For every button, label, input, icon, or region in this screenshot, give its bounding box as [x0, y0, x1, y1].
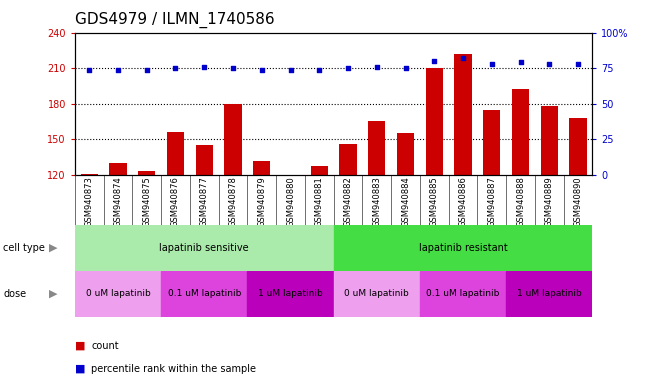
Bar — [75, 225, 333, 271]
Text: 0 uM lapatinib: 0 uM lapatinib — [86, 289, 150, 298]
Text: GSM940881: GSM940881 — [315, 176, 324, 227]
Text: GSM940883: GSM940883 — [372, 176, 381, 227]
Point — [199, 64, 210, 70]
Bar — [109, 163, 126, 175]
Text: GSM940885: GSM940885 — [430, 176, 439, 227]
Point — [372, 64, 382, 70]
Bar — [167, 132, 184, 175]
Bar — [454, 54, 471, 175]
Text: count: count — [91, 341, 118, 351]
Bar — [570, 118, 587, 175]
Point — [228, 65, 238, 71]
Bar — [138, 171, 156, 175]
Text: percentile rank within the sample: percentile rank within the sample — [91, 364, 256, 374]
Text: GDS4979 / ILMN_1740586: GDS4979 / ILMN_1740586 — [75, 12, 275, 28]
Bar — [195, 145, 213, 175]
Text: GSM940874: GSM940874 — [113, 176, 122, 227]
Text: GSM940882: GSM940882 — [344, 176, 352, 227]
Bar — [253, 161, 270, 175]
Bar — [512, 89, 529, 175]
Text: 0.1 uM lapatinib: 0.1 uM lapatinib — [167, 289, 241, 298]
Bar — [311, 166, 328, 175]
Text: ■: ■ — [75, 364, 89, 374]
Text: lapatinib sensitive: lapatinib sensitive — [159, 243, 249, 253]
Text: dose: dose — [3, 289, 27, 299]
Text: GSM940880: GSM940880 — [286, 176, 295, 227]
Bar — [506, 271, 592, 317]
Text: GSM940890: GSM940890 — [574, 176, 583, 227]
Bar — [225, 104, 242, 175]
Point — [113, 66, 123, 73]
Point — [400, 65, 411, 71]
Text: 1 uM lapatinib: 1 uM lapatinib — [517, 289, 581, 298]
Point — [171, 65, 181, 71]
Text: lapatinib resistant: lapatinib resistant — [419, 243, 507, 253]
Bar — [483, 109, 501, 175]
Point — [544, 61, 555, 67]
Bar — [333, 271, 420, 317]
Point — [486, 61, 497, 67]
Bar — [75, 271, 161, 317]
Text: GSM940887: GSM940887 — [488, 176, 496, 227]
Bar — [397, 133, 414, 175]
Bar — [339, 144, 357, 175]
Point — [429, 58, 439, 64]
Text: GSM940886: GSM940886 — [458, 176, 467, 227]
Text: GSM940875: GSM940875 — [143, 176, 151, 227]
Bar — [540, 106, 558, 175]
Point — [458, 55, 468, 61]
Point — [573, 61, 583, 67]
Bar — [333, 225, 592, 271]
Bar — [426, 68, 443, 175]
Bar — [368, 121, 385, 175]
Text: 1 uM lapatinib: 1 uM lapatinib — [258, 289, 323, 298]
Text: GSM940888: GSM940888 — [516, 176, 525, 227]
Text: GSM940877: GSM940877 — [200, 176, 209, 227]
Text: GSM940878: GSM940878 — [229, 176, 238, 227]
Bar — [161, 271, 247, 317]
Text: 0 uM lapatinib: 0 uM lapatinib — [344, 289, 409, 298]
Bar — [420, 271, 506, 317]
Point — [285, 66, 296, 73]
Text: GSM940873: GSM940873 — [85, 176, 94, 227]
Bar — [247, 271, 333, 317]
Point — [314, 66, 324, 73]
Text: cell type: cell type — [3, 243, 45, 253]
Text: GSM940884: GSM940884 — [401, 176, 410, 227]
Text: GSM940889: GSM940889 — [545, 176, 554, 227]
Text: 0.1 uM lapatinib: 0.1 uM lapatinib — [426, 289, 500, 298]
Text: GSM940879: GSM940879 — [257, 176, 266, 227]
Point — [84, 66, 94, 73]
Point — [516, 60, 526, 66]
Point — [256, 66, 267, 73]
Text: ■: ■ — [75, 341, 89, 351]
Bar — [81, 174, 98, 175]
Point — [141, 66, 152, 73]
Text: GSM940876: GSM940876 — [171, 176, 180, 227]
Text: ▶: ▶ — [49, 289, 57, 299]
Text: ▶: ▶ — [49, 243, 57, 253]
Point — [343, 65, 353, 71]
